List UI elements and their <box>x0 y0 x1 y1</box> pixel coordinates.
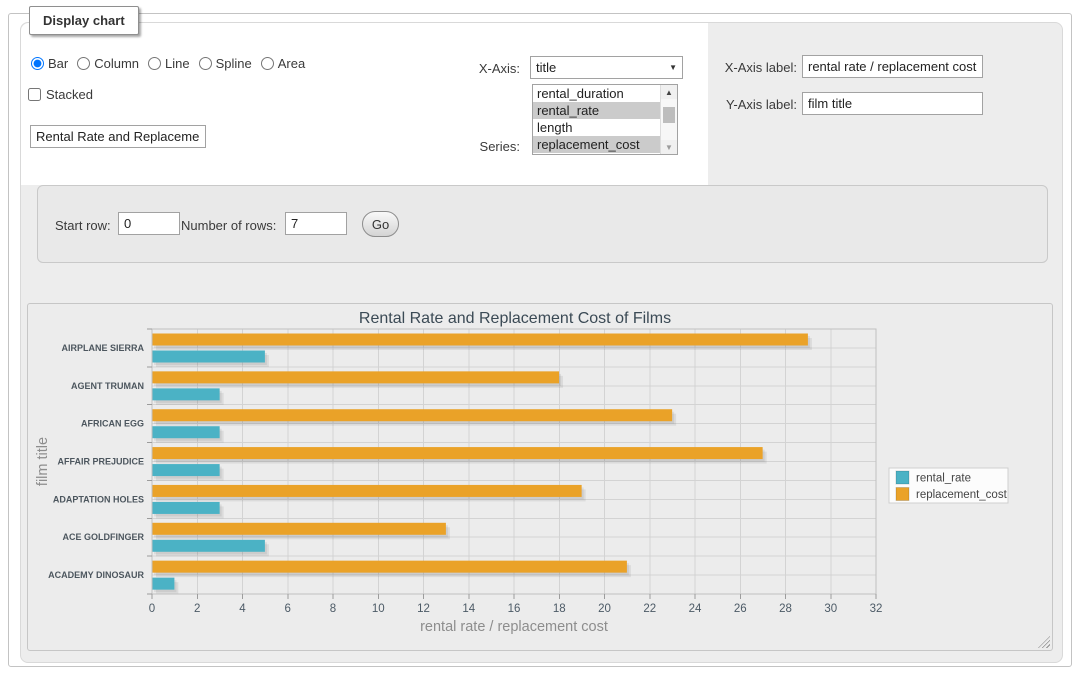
chart-type-option-line[interactable]: Line <box>148 56 190 71</box>
stacked-label: Stacked <box>46 87 93 102</box>
series-option-replacement_cost[interactable]: replacement_cost <box>533 136 660 153</box>
legend-swatch-rental_rate <box>896 471 909 484</box>
start-row-label: Start row: <box>55 218 111 233</box>
category-label: AFRICAN EGG <box>81 419 144 429</box>
y-axis-title: film title <box>35 437 51 486</box>
chart-type-radio-spline[interactable] <box>199 57 212 70</box>
start-row-input[interactable] <box>118 212 180 235</box>
x-tick-label: 12 <box>417 603 430 615</box>
fieldset-legend: Display chart <box>29 6 139 35</box>
x-tick-label: 2 <box>194 603 200 615</box>
chart-type-option-column[interactable]: Column <box>77 56 139 71</box>
category-label: AFFAIR PREJUDICE <box>57 457 144 467</box>
x-axis-select-label: X-Axis: <box>460 61 520 76</box>
category-label: ACADEMY DINOSAUR <box>48 570 144 580</box>
series-options: rental_durationrental_ratelengthreplacem… <box>533 85 660 154</box>
y-axis-label-input[interactable] <box>802 92 983 115</box>
num-rows-input[interactable] <box>285 212 347 235</box>
y-axis-label-label: Y-Axis label: <box>713 97 797 112</box>
bar-replacement_cost <box>152 334 808 346</box>
x-tick-label: 16 <box>508 603 521 615</box>
bar-replacement_cost <box>152 485 582 497</box>
x-tick-label: 24 <box>689 603 702 615</box>
chart-type-radio-area[interactable] <box>261 57 274 70</box>
x-tick-label: 26 <box>734 603 747 615</box>
chart-type-radios: Bar Column Line Spline Area <box>31 56 305 71</box>
x-tick-label: 18 <box>553 603 566 615</box>
x-tick-label: 0 <box>149 603 155 615</box>
num-rows-label: Number of rows: <box>181 218 276 233</box>
chart-type-option-bar[interactable]: Bar <box>31 56 68 71</box>
chart-type-radio-bar[interactable] <box>31 57 44 70</box>
category-label: ACE GOLDFINGER <box>62 532 144 542</box>
bar-replacement_cost <box>152 447 763 459</box>
chart: AIRPLANE SIERRA AGENT TRUMAN AFRICAN EGG AF… <box>28 304 1052 650</box>
bar-rental_rate <box>152 502 220 514</box>
scrollbar-thumb[interactable] <box>663 107 675 123</box>
bar-rental_rate <box>152 426 220 438</box>
x-tick-label: 10 <box>372 603 385 615</box>
bar-rental_rate <box>152 351 265 363</box>
series-option-rental_rate[interactable]: rental_rate <box>533 102 660 119</box>
x-axis-title: rental rate / replacement cost <box>420 619 608 635</box>
page: Display chart Bar Column Line Spline Area St… <box>0 0 1081 681</box>
x-tick-label: 30 <box>824 603 837 615</box>
x-tick-label: 20 <box>598 603 611 615</box>
category-label: ADAPTATION HOLES <box>53 494 144 504</box>
bar-rental_rate <box>152 388 220 400</box>
series-multiselect[interactable]: rental_durationrental_ratelengthreplacem… <box>532 84 678 155</box>
x-tick-label: 8 <box>330 603 336 615</box>
chart-type-option-area[interactable]: Area <box>261 56 305 71</box>
legend-swatch-replacement_cost <box>896 488 909 501</box>
x-tick-label: 6 <box>285 603 291 615</box>
chart-title: Rental Rate and Replacement Cost of Film… <box>359 310 671 327</box>
x-axis-select-value: title <box>536 60 556 75</box>
chart-container: AIRPLANE SIERRA AGENT TRUMAN AFRICAN EGG AF… <box>27 303 1053 651</box>
legend-label-replacement_cost: replacement_cost <box>916 489 1008 501</box>
bar-replacement_cost <box>152 409 672 421</box>
x-tick-label: 28 <box>779 603 792 615</box>
x-tick-label: 4 <box>239 603 246 615</box>
stacked-checkbox[interactable] <box>28 88 41 101</box>
bar-replacement_cost <box>152 561 627 573</box>
series-option-length[interactable]: length <box>533 119 660 136</box>
chart-type-option-spline[interactable]: Spline <box>199 56 252 71</box>
x-tick-label: 14 <box>462 603 475 615</box>
legend-label-rental_rate: rental_rate <box>916 473 971 485</box>
bar-rental_rate <box>152 578 174 590</box>
x-tick-label: 32 <box>870 603 883 615</box>
scroll-down-icon[interactable]: ▼ <box>661 140 677 154</box>
scroll-up-icon[interactable]: ▲ <box>661 85 677 99</box>
chart-type-radio-line[interactable] <box>148 57 161 70</box>
scrollbar-track[interactable] <box>661 99 677 140</box>
bar-rental_rate <box>152 464 220 476</box>
bar-replacement_cost <box>152 371 559 383</box>
series-select-label: Series: <box>454 139 520 154</box>
category-label: AIRPLANE SIERRA <box>61 343 144 353</box>
x-axis-label-input[interactable] <box>802 55 983 78</box>
category-label: AGENT TRUMAN <box>71 381 144 391</box>
x-axis-select[interactable]: title ▼ <box>530 56 683 79</box>
chart-type-radio-column[interactable] <box>77 57 90 70</box>
bar-rental_rate <box>152 540 265 552</box>
stacked-checkbox-row[interactable]: Stacked <box>28 87 93 102</box>
dropdown-arrow-icon: ▼ <box>669 63 677 72</box>
chart-title-input[interactable] <box>30 125 206 148</box>
go-button[interactable]: Go <box>362 211 399 237</box>
series-scrollbar[interactable]: ▲ ▼ <box>660 85 677 154</box>
bar-replacement_cost <box>152 523 446 535</box>
x-axis-label-label: X-Axis label: <box>713 60 797 75</box>
x-tick-label: 22 <box>643 603 656 615</box>
series-option-rental_duration[interactable]: rental_duration <box>533 85 660 102</box>
